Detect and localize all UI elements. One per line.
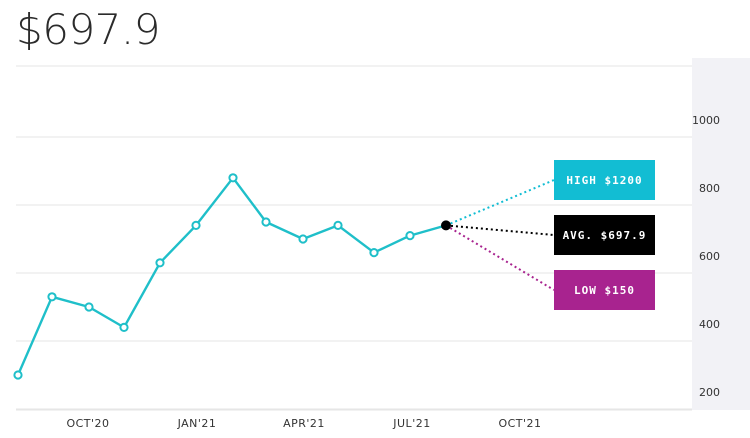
x-tick-label: APR'21 [283,417,325,430]
high-box [554,160,655,200]
x-axis-labels: OCT'20 JAN'21 APR'21 JUL'21 OCT'21 [66,417,541,430]
data-point [369,248,379,258]
high-label: HIGH $1200 [566,174,642,187]
x-tick-label: JAN'21 [177,417,217,430]
data-point [333,220,343,230]
x-tick-label: OCT'21 [498,417,541,430]
avg-connector [445,224,555,236]
avg-box [554,215,655,255]
low-connector [445,224,555,291]
price-series-points [13,173,451,380]
gridlines [16,65,692,411]
y-axis-labels: 200 400 600 800 1000 [692,114,720,399]
high-connector [445,179,555,227]
current-point [441,220,451,231]
data-point [13,370,23,380]
y-tick-600: 600 [699,250,720,263]
current-price: $697.9 [16,5,160,54]
forecast-boxes: HIGH $1200 AVG. $697.9 LOW $150 [554,160,655,310]
data-point [119,322,129,332]
y-tick-800: 800 [699,182,720,195]
x-tick-label: OCT'20 [66,417,109,430]
avg-label: AVG. $697.9 [563,229,647,242]
price-series-line [16,176,447,376]
forecast-connectors [445,179,555,291]
data-point [47,292,57,302]
low-box [554,270,655,310]
data-point [84,302,94,312]
y-tick-1000: 1000 [692,114,720,127]
x-tick-label: JUL'21 [392,417,430,430]
data-point [298,234,308,244]
low-label: LOW $150 [574,284,635,297]
data-point [405,231,415,241]
data-point [155,258,165,268]
y-tick-200: 200 [699,386,720,399]
y-tick-400: 400 [699,318,720,331]
y-axis-panel [692,58,750,410]
data-point [228,173,238,183]
data-point [191,220,201,230]
data-point [261,217,271,227]
